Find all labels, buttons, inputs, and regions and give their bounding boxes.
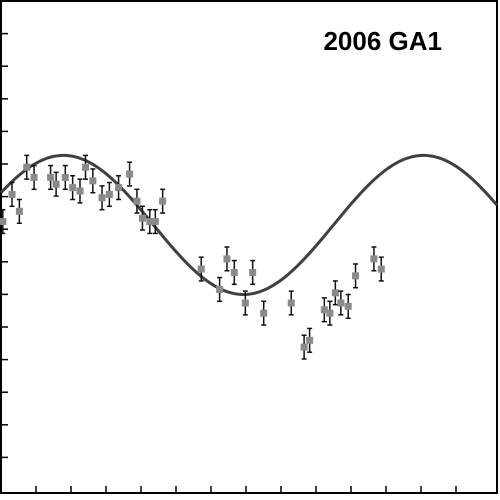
point-marker (30, 173, 38, 181)
data-point (89, 168, 97, 194)
data-point (249, 259, 257, 286)
data-point (352, 263, 360, 289)
point-marker (133, 197, 141, 205)
point-marker (249, 268, 257, 276)
data-point (0, 208, 7, 235)
data-point (223, 246, 231, 272)
data-point (260, 300, 268, 326)
data-point (115, 174, 123, 201)
point-marker (15, 207, 23, 215)
data-point (61, 164, 69, 191)
point-marker (82, 163, 90, 171)
point-marker (47, 173, 55, 181)
point-marker (377, 265, 385, 273)
data-point (287, 290, 295, 316)
point-marker (89, 177, 97, 185)
data-point (230, 259, 238, 286)
data-point (76, 178, 84, 204)
point-marker (230, 268, 238, 276)
point-marker (115, 184, 123, 192)
data-point (326, 300, 334, 326)
point-marker (197, 265, 205, 273)
data-point (151, 208, 159, 235)
point-marker (76, 187, 84, 195)
data-point (320, 297, 328, 323)
data-point (133, 188, 141, 214)
data-point (337, 290, 345, 316)
axis-ticks (1, 32, 457, 493)
point-marker (105, 190, 113, 198)
data-point (30, 164, 38, 191)
point-marker (300, 343, 308, 351)
point-marker (287, 299, 295, 307)
point-marker (337, 299, 345, 307)
point-marker (126, 170, 134, 178)
data-point (8, 181, 16, 208)
data-point (216, 276, 224, 303)
point-marker (146, 218, 154, 226)
point-marker (61, 173, 69, 181)
data-point (331, 280, 339, 306)
data-point (15, 198, 23, 224)
data-point (98, 185, 106, 211)
chart-title: 2006 GA1 (323, 26, 442, 56)
data-point (306, 327, 314, 353)
data-point (159, 188, 167, 214)
data-point (344, 293, 352, 320)
data-point (197, 256, 205, 282)
data-point (377, 256, 385, 282)
data-point (146, 208, 154, 235)
data-point (300, 334, 308, 360)
data-point (370, 246, 378, 272)
data-point (126, 161, 134, 187)
point-marker (159, 197, 167, 205)
data-point (241, 290, 249, 316)
point-marker (98, 194, 106, 202)
point-marker (0, 218, 7, 226)
data-point (69, 174, 77, 201)
point-marker (326, 309, 334, 317)
data-point (52, 171, 60, 197)
point-marker (344, 302, 352, 310)
point-marker (370, 255, 378, 263)
point-marker (331, 289, 339, 297)
data-point (138, 205, 146, 231)
data-point (47, 164, 55, 191)
point-marker (23, 163, 31, 171)
point-marker (151, 218, 159, 226)
point-marker (260, 309, 268, 317)
data-point (23, 154, 31, 180)
point-marker (52, 180, 60, 188)
point-marker (306, 336, 314, 344)
point-marker (69, 184, 77, 192)
point-marker (320, 306, 328, 314)
point-marker (223, 255, 231, 263)
point-marker (352, 272, 360, 280)
data-point (105, 181, 113, 208)
data-points (0, 154, 385, 360)
point-marker (8, 190, 16, 198)
data-point (82, 154, 90, 180)
point-marker (138, 214, 146, 222)
fit-curve (0, 153, 499, 297)
point-marker (216, 285, 224, 293)
point-marker (241, 299, 249, 307)
